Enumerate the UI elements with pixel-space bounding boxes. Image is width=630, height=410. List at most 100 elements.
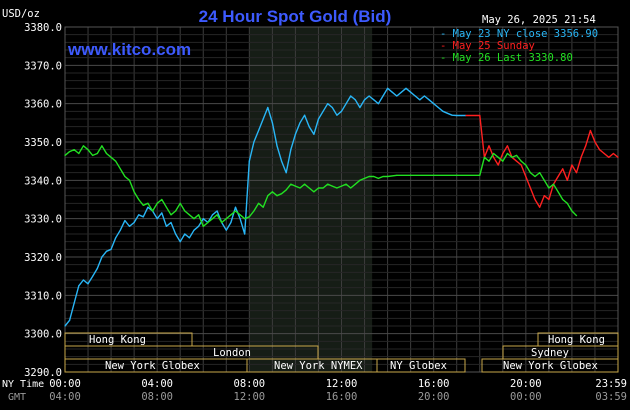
chart-grid: [64, 26, 619, 373]
data-point: [110, 156, 112, 158]
data-point: [396, 174, 398, 176]
data-point: [119, 229, 121, 231]
data-point: [511, 156, 513, 158]
legend-item-last: - May 26 Last 3330.80: [440, 52, 573, 64]
market-label-sydney: Sydney: [531, 347, 569, 359]
data-point: [276, 195, 278, 197]
x-tick-label-ny: 20:00: [510, 378, 542, 390]
data-point: [336, 187, 338, 189]
data-point: [525, 164, 527, 166]
gmt-axis-label: GMT: [8, 392, 26, 403]
x-tick-labels: 00:0004:0004:0008:0008:0012:0012:0016:00…: [49, 378, 627, 403]
market-label-hong-kong-right: Hong Kong: [548, 334, 605, 346]
data-point: [124, 175, 126, 178]
data-point: [373, 99, 375, 101]
data-point: [142, 216, 144, 218]
data-point: [304, 183, 306, 185]
data-point: [548, 198, 550, 201]
data-point: [156, 202, 158, 204]
market-label-new-york-nymex: New York NYMEX: [274, 360, 363, 372]
data-point: [313, 133, 315, 135]
x-tick-label-ny: 16:00: [418, 378, 450, 390]
data-point: [354, 183, 356, 185]
data-point: [280, 193, 283, 195]
data-point: [221, 221, 223, 224]
data-point: [566, 179, 568, 181]
data-point: [308, 126, 310, 128]
data-point: [446, 112, 449, 114]
data-point: [363, 99, 366, 101]
data-point: [202, 218, 204, 220]
data-point: [428, 99, 430, 101]
data-point: [161, 212, 163, 214]
brand-watermark: www.kitco.com: [67, 40, 191, 59]
data-point: [151, 210, 154, 212]
data-point: [423, 95, 426, 97]
data-point: [534, 198, 536, 201]
data-point: [156, 218, 158, 220]
data-point: [539, 206, 541, 208]
data-point: [248, 216, 250, 218]
data-point: [529, 172, 532, 174]
data-point: [216, 214, 218, 216]
data-point: [198, 225, 200, 227]
data-point: [69, 319, 71, 321]
data-point: [193, 229, 195, 231]
data-point: [138, 198, 140, 201]
series-line-0: [64, 87, 466, 327]
data-point: [373, 175, 375, 178]
data-point: [64, 325, 66, 327]
x-tick-label-ny: 23:59: [595, 378, 627, 390]
data-point: [340, 185, 343, 187]
data-point: [617, 156, 619, 158]
data-point: [133, 191, 135, 193]
data-point: [184, 233, 186, 235]
data-point: [479, 114, 481, 117]
data-point: [290, 149, 292, 151]
y-tick-label: 3290.0: [24, 367, 62, 379]
data-point: [525, 175, 527, 178]
data-point: [211, 214, 214, 216]
x-tick-label-ny: 04:00: [141, 378, 173, 390]
data-point: [386, 87, 389, 89]
data-point: [165, 225, 167, 227]
data-point: [225, 229, 227, 231]
data-point: [234, 206, 237, 208]
data-point: [382, 95, 384, 97]
market-sessions: Hong Kong London New York Globex New Yor…: [64, 332, 619, 373]
data-point: [488, 145, 490, 147]
data-point: [317, 118, 320, 120]
data-point: [516, 154, 518, 157]
data-point: [543, 179, 545, 181]
data-point: [239, 218, 241, 220]
x-tick-label-gmt: 08:00: [141, 391, 173, 403]
data-point: [539, 172, 541, 174]
y-tick-labels: 3290.0 3300.0 3310.0 3320.0 3330.0 3340.0 3350…: [24, 22, 62, 379]
data-point: [345, 103, 347, 105]
data-point: [115, 237, 117, 239]
data-point: [585, 145, 587, 147]
data-point: [216, 210, 218, 212]
data-point: [244, 218, 246, 220]
legend: - May 23 NY close 3356.90 - May 25 Sunda…: [440, 28, 598, 64]
data-point: [202, 225, 204, 227]
data-point: [336, 114, 338, 116]
legend-item-sunday: - May 25 Sunday: [440, 40, 535, 52]
data-point: [92, 275, 94, 277]
data-point: [557, 175, 559, 178]
data-point: [124, 219, 126, 222]
data-point: [271, 122, 273, 124]
data-point: [497, 156, 499, 158]
ny-time-axis-label: NY Time: [2, 379, 44, 390]
data-point: [331, 106, 333, 109]
data-point: [207, 221, 209, 224]
data-point: [313, 191, 315, 193]
data-point: [244, 233, 246, 235]
data-point: [193, 218, 195, 220]
data-point: [147, 202, 149, 204]
market-label-london: London: [213, 347, 251, 359]
data-point: [488, 160, 490, 162]
data-point: [294, 185, 297, 187]
data-point: [179, 202, 181, 204]
